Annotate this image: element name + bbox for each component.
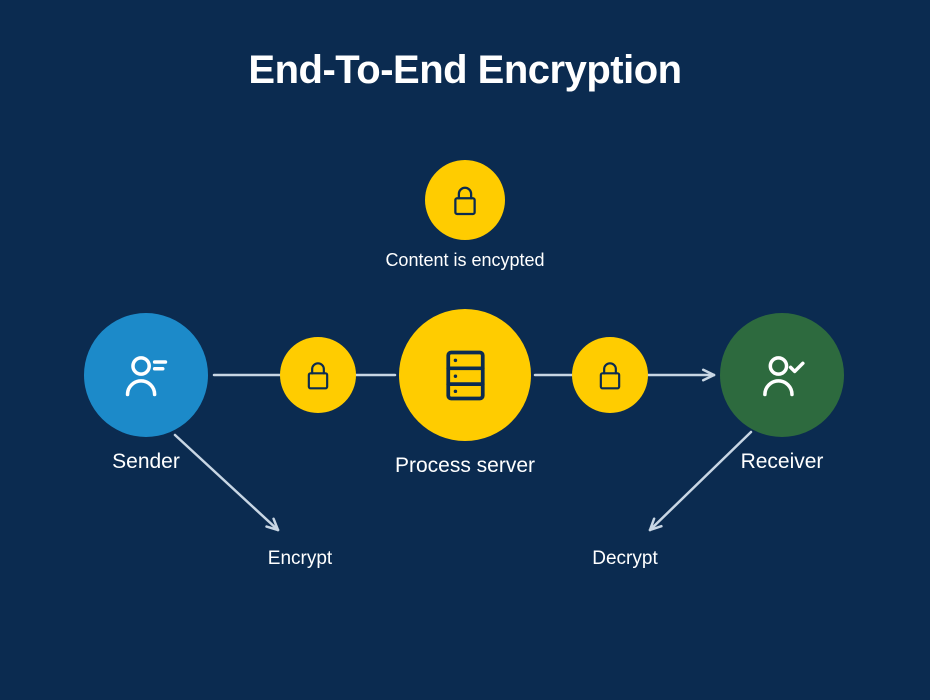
server-label: Process server [315,454,615,478]
sender-label: Sender [0,450,296,474]
lock-icon [298,355,338,395]
content-encrypted: Content is encypted [315,250,615,271]
decrypt-label: Decrypt [475,548,775,570]
server-icon [431,341,500,410]
receiver-label: Receiver [632,450,930,474]
encrypt-label: Encrypt [150,548,450,570]
sender-node [84,313,208,437]
top-lock-node [425,160,505,240]
diagram-canvas: End-To-End Encryption Content is encypte… [0,0,930,700]
user-check-icon [750,343,815,408]
lock-left-node [280,337,356,413]
lock-icon [444,179,486,221]
connector-receiver-to-decrypt [650,432,751,530]
user-lines-icon [114,343,179,408]
server-node [399,309,531,441]
receiver-node [720,313,844,437]
lock-right-node [572,337,648,413]
lock-icon [590,355,630,395]
